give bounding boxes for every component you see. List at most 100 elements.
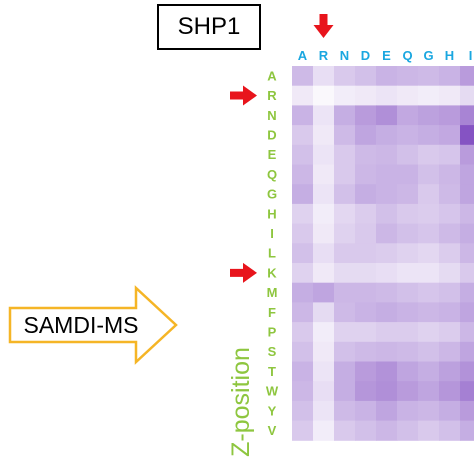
row-label-K: K [267, 265, 277, 280]
heatmap-cell-V-N [334, 420, 356, 441]
heatmap-cell-N-G [418, 105, 440, 126]
heatmap-cell-M-D [355, 282, 377, 303]
heatmap-cell-I-H [439, 223, 461, 244]
heatmap-cell-S-E [376, 341, 398, 362]
row-label-P: P [268, 324, 277, 339]
heatmap-cell-W-D [355, 381, 377, 402]
heatmap-cell-Q-I [460, 164, 474, 185]
heatmap-cell-K-R [313, 263, 335, 284]
heatmap-cell-A-G [418, 66, 440, 87]
chart-title: SHP1 [157, 4, 261, 50]
heatmap-cell-L-N [334, 243, 356, 264]
row-label-T: T [268, 364, 276, 379]
heatmap-cell-F-H [439, 302, 461, 323]
row-label-L: L [268, 246, 276, 261]
row-label-V: V [268, 423, 277, 438]
heatmap-cell-M-Q [397, 282, 419, 303]
row-marker-arrow-R [230, 85, 257, 106]
heatmap-cell-T-D [355, 361, 377, 382]
row-label-E: E [268, 147, 277, 162]
heatmap-cell-R-R [313, 85, 335, 106]
heatmap-cell-S-R [313, 341, 335, 362]
row-label-H: H [267, 206, 276, 221]
heatmap-cell-E-A [292, 144, 314, 165]
heatmap-cell-F-A [292, 302, 314, 323]
heatmap-cell-A-E [376, 66, 398, 87]
heatmap-cell-K-H [439, 263, 461, 284]
heatmap-cell-M-N [334, 282, 356, 303]
heatmap-cell-L-H [439, 243, 461, 264]
heatmap-cell-P-D [355, 322, 377, 343]
heatmap-cell-V-Q [397, 420, 419, 441]
heatmap-cell-T-A [292, 361, 314, 382]
heatmap-cell-M-H [439, 282, 461, 303]
heatmap-cell-P-A [292, 322, 314, 343]
heatmap-cell-R-I [460, 85, 474, 106]
heatmap-cell-V-H [439, 420, 461, 441]
row-marker-arrow-K [230, 262, 257, 283]
heatmap-cell-F-R [313, 302, 335, 323]
heatmap-cell-A-H [439, 66, 461, 87]
heatmap-cell-G-A [292, 184, 314, 205]
heatmap-cell-Y-R [313, 400, 335, 422]
heatmap-cell-M-I [460, 282, 474, 303]
heatmap-cell-S-N [334, 341, 356, 362]
heatmap-cell-N-I [460, 105, 474, 126]
heatmap-cell-W-A [292, 381, 314, 402]
column-label-I: I [469, 48, 473, 63]
heatmap-cell-M-R [313, 282, 335, 303]
y-axis-title-text: Z-position [227, 347, 255, 457]
heatmap-cell-T-Q [397, 361, 419, 382]
heatmap-cell-L-I [460, 243, 474, 264]
heatmap-cell-M-E [376, 282, 398, 303]
heatmap-cell-A-Q [397, 66, 419, 87]
heatmap-cell-D-A [292, 125, 314, 146]
heatmap-cell-G-R [313, 184, 335, 205]
heatmap-cell-Y-H [439, 400, 461, 422]
heatmap-cell-T-G [418, 361, 440, 382]
heatmap-cell-D-G [418, 125, 440, 146]
heatmap-cell-D-R [313, 125, 335, 146]
heatmap-cell-P-Q [397, 322, 419, 343]
method-label: SAMDI-MS [23, 311, 139, 338]
heatmap-cell-P-E [376, 322, 398, 343]
heatmap-cell-W-G [418, 381, 440, 402]
heatmap-cell-Y-Q [397, 400, 419, 422]
column-label-H: H [445, 48, 454, 63]
heatmap-cell-L-G [418, 243, 440, 264]
heatmap-cell-F-D [355, 302, 377, 323]
heatmap-cell-M-A [292, 282, 314, 303]
column-label-Q: Q [402, 48, 412, 63]
heatmap-cell-Q-R [313, 164, 335, 185]
heatmap-cell-E-Q [397, 144, 419, 165]
heatmap-cell-D-E [376, 125, 398, 146]
heatmap-cell-E-R [313, 144, 335, 165]
column-label-G: G [423, 48, 433, 63]
heatmap-cell-R-G [418, 85, 440, 106]
heatmap-cell-H-D [355, 203, 377, 225]
heatmap-cell-F-E [376, 302, 398, 323]
heatmap-cell-Q-N [334, 164, 356, 185]
heatmap-cell-N-R [313, 105, 335, 126]
heatmap-cell-K-N [334, 263, 356, 284]
column-label-N: N [340, 48, 349, 63]
heatmap-cell-P-I [460, 322, 474, 343]
heatmap-cell-I-G [418, 223, 440, 244]
heatmap-cell-N-H [439, 105, 461, 126]
row-label-N: N [267, 108, 276, 123]
heatmap-cell-G-I [460, 184, 474, 205]
heatmap-cell-L-R [313, 243, 335, 264]
heatmap-cell-K-G [418, 263, 440, 284]
column-marker-arrow-R [313, 14, 334, 38]
heatmap-cell-W-N [334, 381, 356, 402]
heatmap-cell-F-N [334, 302, 356, 323]
heatmap-cell-G-N [334, 184, 356, 205]
row-label-I: I [270, 226, 274, 241]
heatmap-cell-R-N [334, 85, 356, 106]
column-label-E: E [382, 48, 391, 63]
heatmap-cell-Y-A [292, 400, 314, 422]
heatmap-cell-P-H [439, 322, 461, 343]
heatmap-cell-R-D [355, 85, 377, 106]
